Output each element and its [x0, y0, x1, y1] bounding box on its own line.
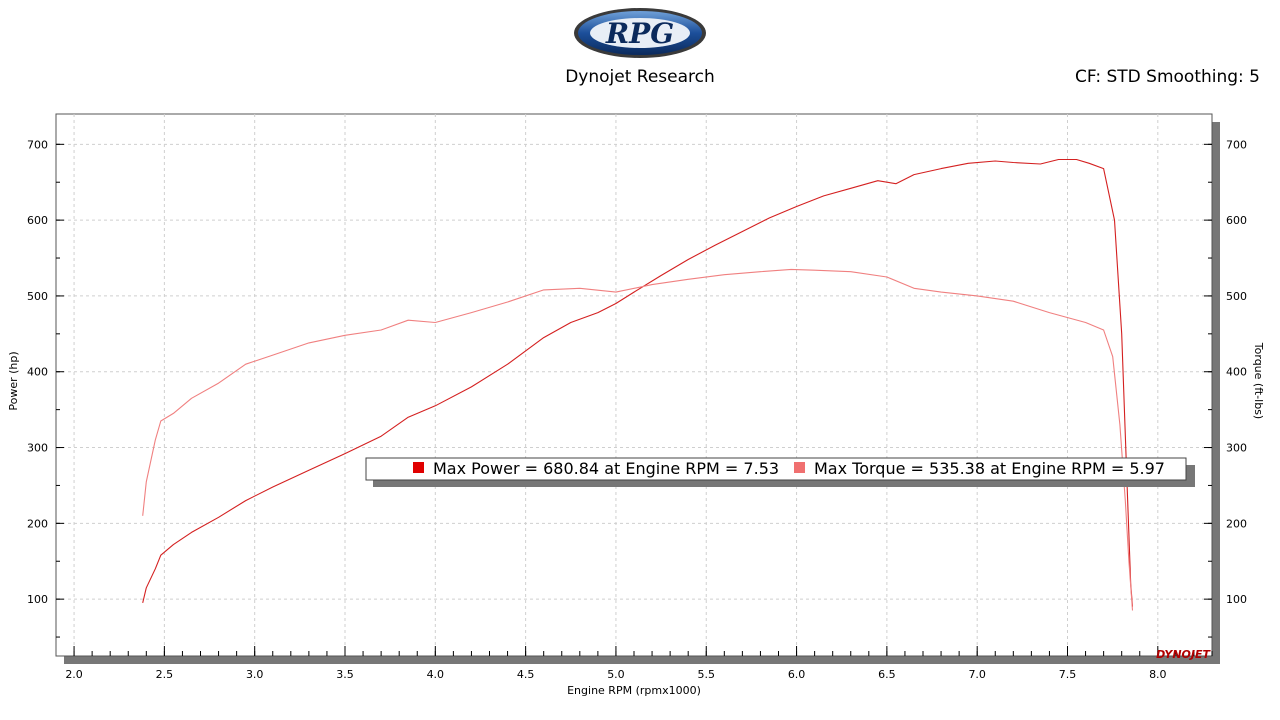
x-tick-label: 2.0: [65, 668, 83, 681]
x-tick-label: 3.5: [336, 668, 354, 681]
y-right-tick-label: 100: [1226, 593, 1247, 606]
legend-swatch-power: [413, 462, 424, 473]
y-right-tick-label: 600: [1226, 214, 1247, 227]
y-left-tick-label: 400: [27, 366, 48, 379]
legend: Max Power = 680.84 at Engine RPM = 7.53 …: [365, 457, 1195, 487]
x-tick-label: 6.5: [878, 668, 896, 681]
x-tick-label: 4.5: [517, 668, 535, 681]
x-tick-label: 6.0: [788, 668, 806, 681]
correction-factor-info: CF: STD Smoothing: 5: [1075, 67, 1260, 87]
grid-lines: [56, 114, 1212, 656]
logo-text: RPG: [605, 17, 674, 50]
x-tick-label: 4.0: [427, 668, 445, 681]
y-axis-right-label: Torque (ft-lbs): [1252, 342, 1265, 419]
y-left-tick-label: 200: [27, 517, 48, 530]
y-left-tick-label: 700: [27, 138, 48, 151]
y-left-tick-label: 500: [27, 290, 48, 303]
y-axis-left-label: Power (hp): [7, 351, 20, 410]
y-left-tick-label: 100: [27, 593, 48, 606]
y-left-tick-label: 600: [27, 214, 48, 227]
x-tick-label: 8.0: [1149, 668, 1167, 681]
power-series-line: [142, 158, 1134, 607]
y-right-tick-label: 400: [1226, 366, 1247, 379]
plot-area: [55, 113, 1213, 657]
svg-text:Max Torque = 535.38 at Engine: Max Torque = 535.38 at Engine RPM = 5.97: [814, 459, 1165, 478]
y-left-tick-label: 300: [27, 442, 48, 455]
x-tick-label: 7.5: [1059, 668, 1077, 681]
legend-box: [365, 457, 1187, 481]
legend-item-power: Max Power = 680.84 at Engine RPM = 7.53: [433, 459, 779, 478]
svg-text:Max Power = 680.84 at Engine R: Max Power = 680.84 at Engine RPM = 7.53: [433, 459, 779, 478]
axis-ticks: 2.0 2.5 3.0 3.5 4.0 4.5 5.0 5.5 6.0 6.5 7.0 7.5 8.0 1…: [27, 138, 1247, 681]
x-tick-label: 2.5: [156, 668, 174, 681]
series-group: [142, 158, 1134, 611]
y-right-tick-label: 200: [1226, 517, 1247, 530]
dynojet-watermark: DYNOJET: [1156, 648, 1211, 661]
x-tick-label: 5.5: [698, 668, 716, 681]
x-tick-label: 5.0: [607, 668, 625, 681]
x-tick-label: 7.0: [968, 668, 986, 681]
legend-swatch-torque: [794, 462, 805, 473]
y-right-tick-label: 500: [1226, 290, 1247, 303]
x-axis-label: Engine RPM (rpmx1000): [567, 684, 701, 697]
y-right-tick-label: 300: [1226, 442, 1247, 455]
x-tick-label: 3.0: [246, 668, 264, 681]
torque-series-line: [142, 268, 1134, 611]
chart-subtitle: Dynojet Research: [565, 67, 715, 87]
rpg-logo: RPG: [574, 8, 706, 58]
y-right-tick-label: 700: [1226, 138, 1247, 151]
legend-item-torque: Max Torque = 535.38 at Engine RPM = 5.97: [814, 459, 1165, 478]
